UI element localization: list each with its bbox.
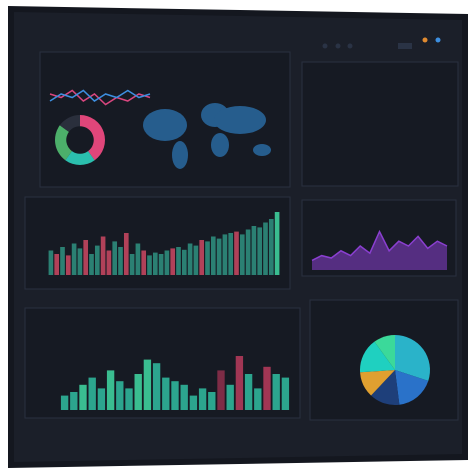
- bar: [226, 384, 234, 410]
- bar: [77, 248, 83, 275]
- bar: [257, 227, 263, 275]
- bar: [162, 377, 170, 410]
- bar: [83, 240, 89, 275]
- bar: [268, 219, 274, 275]
- bar: [112, 241, 118, 275]
- bar: [205, 241, 210, 275]
- bar: [65, 255, 71, 275]
- bar: [143, 359, 152, 410]
- bar: [235, 356, 244, 410]
- bar: [118, 247, 123, 275]
- slice: [371, 370, 400, 405]
- bar: [239, 234, 245, 275]
- bar: [125, 388, 133, 410]
- bar: [134, 374, 142, 410]
- area-line: [311, 229, 448, 262]
- bar: [216, 238, 222, 275]
- world-map: [143, 103, 271, 169]
- bar: [152, 363, 161, 410]
- bar: [54, 254, 60, 275]
- bar: [176, 247, 181, 275]
- bar: [189, 395, 198, 410]
- line-series: [49, 89, 151, 102]
- slice: [59, 115, 80, 132]
- bar: [123, 233, 129, 275]
- bar: [141, 250, 147, 275]
- slice: [55, 125, 72, 161]
- bar: [263, 222, 268, 275]
- line-series: [49, 89, 151, 106]
- slice: [395, 334, 431, 381]
- bar: [263, 366, 271, 410]
- slice: [80, 115, 105, 161]
- bar: [152, 252, 158, 275]
- bar: [234, 231, 239, 275]
- bar: [254, 388, 262, 410]
- bar: [60, 395, 69, 410]
- bar: [164, 250, 170, 275]
- bar: [228, 233, 234, 275]
- bar: [60, 247, 65, 275]
- bar: [281, 377, 290, 410]
- bar: [199, 240, 205, 275]
- bar: [181, 249, 187, 275]
- bar: [158, 254, 164, 275]
- bar: [106, 250, 112, 275]
- bar: [70, 392, 78, 410]
- bar: [210, 236, 216, 275]
- bar: [187, 243, 193, 275]
- bar: [272, 374, 280, 410]
- bar: [198, 388, 207, 410]
- bar: [116, 381, 124, 410]
- bar: [180, 384, 188, 410]
- bar: [71, 243, 77, 275]
- bar: [244, 374, 253, 410]
- bar: [193, 245, 199, 275]
- bar: [222, 234, 228, 275]
- bar: [274, 212, 280, 275]
- bar: [208, 392, 216, 410]
- bar: [100, 236, 106, 275]
- bar: [135, 243, 141, 275]
- slice: [360, 341, 395, 373]
- bar: [170, 248, 176, 275]
- slice: [374, 335, 395, 370]
- bar: [97, 388, 106, 410]
- toolbar-icons: [322, 37, 441, 49]
- bar: [106, 370, 115, 410]
- bar: [251, 226, 257, 275]
- bar: [48, 250, 54, 275]
- bar: [129, 254, 135, 275]
- bar: [88, 377, 96, 410]
- panel-stats: [301, 61, 459, 187]
- bar: [245, 229, 251, 275]
- bar: [217, 370, 225, 410]
- bar: [89, 254, 94, 275]
- slice: [65, 151, 95, 166]
- bar: [147, 255, 152, 275]
- slice: [395, 370, 429, 405]
- bar: [79, 384, 87, 410]
- bar: [94, 245, 100, 275]
- slice: [360, 370, 395, 396]
- bar: [171, 381, 179, 410]
